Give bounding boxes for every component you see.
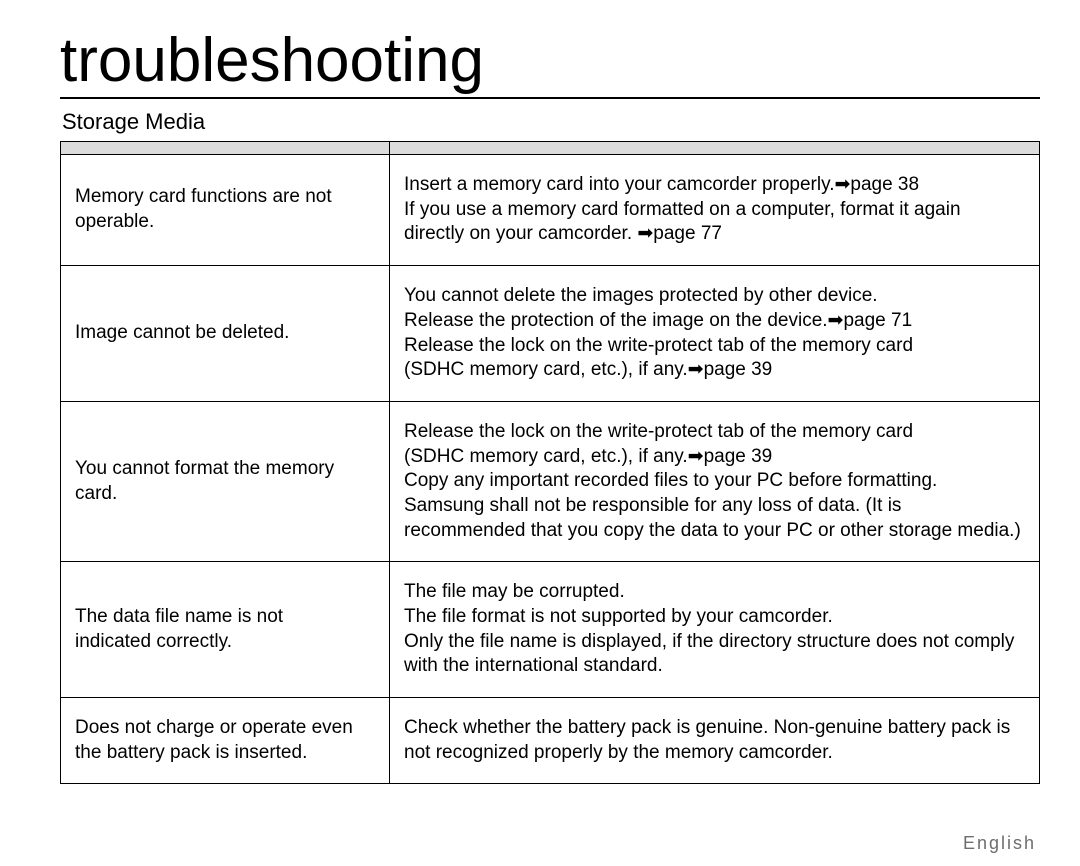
explanation-cell: The ﬁle may be corrupted.The ﬁle format … [390, 562, 1040, 698]
symptom-cell: You cannot format the memory card. [61, 401, 390, 561]
table-header-row [61, 142, 1040, 155]
table-row: Memory card functions are not operable. … [61, 155, 1040, 266]
symptom-cell: Memory card functions are not operable. [61, 155, 390, 266]
table-row: The data ﬁle name is not indicated corre… [61, 562, 1040, 698]
section-subtitle: Storage Media [62, 109, 1040, 135]
troubleshooting-table: Memory card functions are not operable. … [60, 141, 1040, 784]
symptom-cell: The data ﬁle name is not indicated corre… [61, 562, 390, 698]
symptom-cell: Image cannot be deleted. [61, 266, 390, 402]
document-page: troubleshooting Storage Media Memory car… [0, 0, 1080, 866]
explanation-cell: Insert a memory card into your camcorder… [390, 155, 1040, 266]
explanation-cell: You cannot delete the images protected b… [390, 266, 1040, 402]
page-footer: English [963, 833, 1036, 854]
table-header-symptom [61, 142, 390, 155]
table-header-explanation [390, 142, 1040, 155]
table-row: Image cannot be deleted. You cannot dele… [61, 266, 1040, 402]
explanation-cell: Release the lock on the write-protect ta… [390, 401, 1040, 561]
page-title: troubleshooting [60, 28, 1040, 99]
explanation-cell: Check whether the battery pack is genuin… [390, 698, 1040, 784]
table-row: You cannot format the memory card. Relea… [61, 401, 1040, 561]
symptom-cell: Does not charge or operate even the batt… [61, 698, 390, 784]
table-row: Does not charge or operate even the batt… [61, 698, 1040, 784]
